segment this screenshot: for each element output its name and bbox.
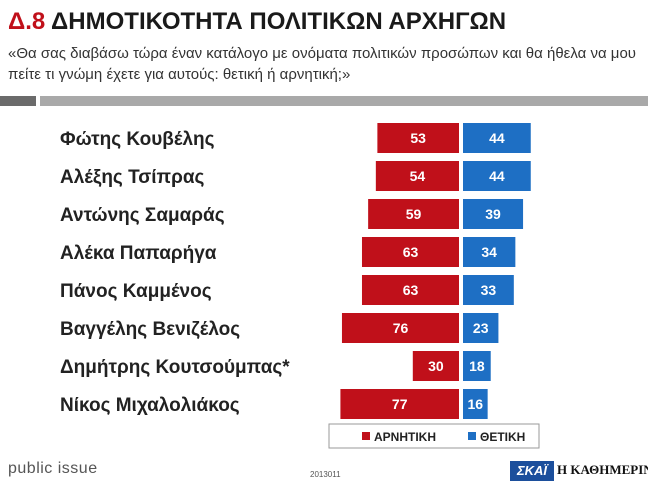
chart-row: Νίκος Μιχαλολιάκος 77 16	[60, 389, 488, 419]
legend-swatch-positive	[468, 432, 476, 440]
bar-negative	[361, 237, 459, 267]
chart-subtitle: «Θα σας διαβάσω τώρα έναν κατάλογο με ον…	[8, 45, 636, 83]
value-label-positive: 16	[468, 396, 484, 412]
category-label: Πάνος Καμμένος	[60, 281, 212, 302]
legend-label-positive: ΘΕΤΙΚΗ	[480, 430, 525, 444]
bar-negative	[340, 389, 459, 419]
value-label-negative: 30	[428, 358, 444, 374]
bar-negative	[412, 351, 459, 381]
value-label-positive: 44	[489, 130, 505, 146]
value-label-negative: 53	[410, 130, 426, 146]
value-label-positive: 39	[485, 206, 501, 222]
value-label-negative: 59	[406, 206, 422, 222]
chart-row: Φώτης Κουβέλης 53 44	[60, 123, 531, 153]
bar-negative	[375, 161, 459, 191]
category-label: Αντώνης Σαμαράς	[60, 205, 225, 226]
value-label-negative: 76	[393, 320, 409, 336]
value-label-positive: 34	[481, 244, 497, 260]
value-label-negative: 63	[403, 244, 419, 260]
chart-title: Δ.8 ΔΗΜΟΤΙΚΟΤΗΤΑ ΠΟΛΙΤΙΚΩΝ ΑΡΧΗΓΩΝ	[8, 8, 506, 36]
title-rule-dark	[0, 96, 36, 106]
bar-positive	[463, 161, 531, 191]
chart-row: Αλέκα Παπαρήγα 63 34	[60, 237, 516, 267]
value-label-positive: 33	[481, 282, 497, 298]
chart-row: Βαγγέλης Βενιζέλος 76 23	[60, 313, 499, 343]
chart-legend: ΑΡΝΗΤΙΚΗ ΘΕΤΙΚΗ	[328, 423, 540, 449]
bar-positive	[463, 351, 491, 381]
chart-row: Πάνος Καμμένος 63 33	[60, 275, 514, 305]
category-label: Αλέκα Παπαρήγα	[60, 243, 217, 264]
value-label-positive: 18	[469, 358, 485, 374]
legend-swatch-negative	[362, 432, 370, 440]
bar-positive	[463, 313, 499, 343]
value-label-negative: 77	[392, 396, 408, 412]
bar-negative	[341, 313, 459, 343]
bar-positive	[463, 237, 516, 267]
category-label: Νίκος Μιχαλολιάκος	[60, 395, 240, 416]
chart-row: Δημήτρης Κουτσούμπας* 30 18	[60, 351, 491, 381]
value-label-negative: 54	[410, 168, 426, 184]
chart-row: Αλέξης Τσίπρας 54 44	[60, 161, 531, 191]
bar-negative	[361, 275, 459, 305]
bar-positive	[463, 123, 531, 153]
category-label: Φώτης Κουβέλης	[60, 129, 215, 150]
kathimerini-logo: Η ΚΑΘΗΜΕΡΙΝΗ	[557, 462, 648, 477]
value-label-negative: 63	[403, 282, 419, 298]
chart-title-text: ΔΗΜΟΤΙΚΟΤΗΤΑ ΠΟΛΙΤΙΚΩΝ ΑΡΧΗΓΩΝ	[51, 8, 507, 35]
bar-negative	[377, 123, 459, 153]
legend-label-negative: ΑΡΝΗΤΙΚΗ	[374, 430, 436, 444]
category-label: Αλέξης Τσίπρας	[60, 167, 205, 188]
chart-code: Δ.8	[8, 8, 46, 35]
public-issue-logo: public issue	[8, 460, 98, 477]
chart-row: Αντώνης Σαμαράς 59 39	[60, 199, 524, 229]
bar-positive	[463, 275, 514, 305]
category-label: Δημήτρης Κουτσούμπας*	[60, 357, 290, 378]
category-label: Βαγγέλης Βενιζέλος	[60, 319, 240, 340]
bar-positive	[463, 389, 488, 419]
value-label-positive: 23	[473, 320, 489, 336]
title-rule-light	[40, 96, 648, 106]
bar-negative	[368, 199, 459, 229]
skai-logo: ΣΚΑΪ	[510, 461, 554, 481]
report-code: 2013011	[310, 470, 341, 479]
bar-positive	[463, 199, 524, 229]
value-label-positive: 44	[489, 168, 505, 184]
